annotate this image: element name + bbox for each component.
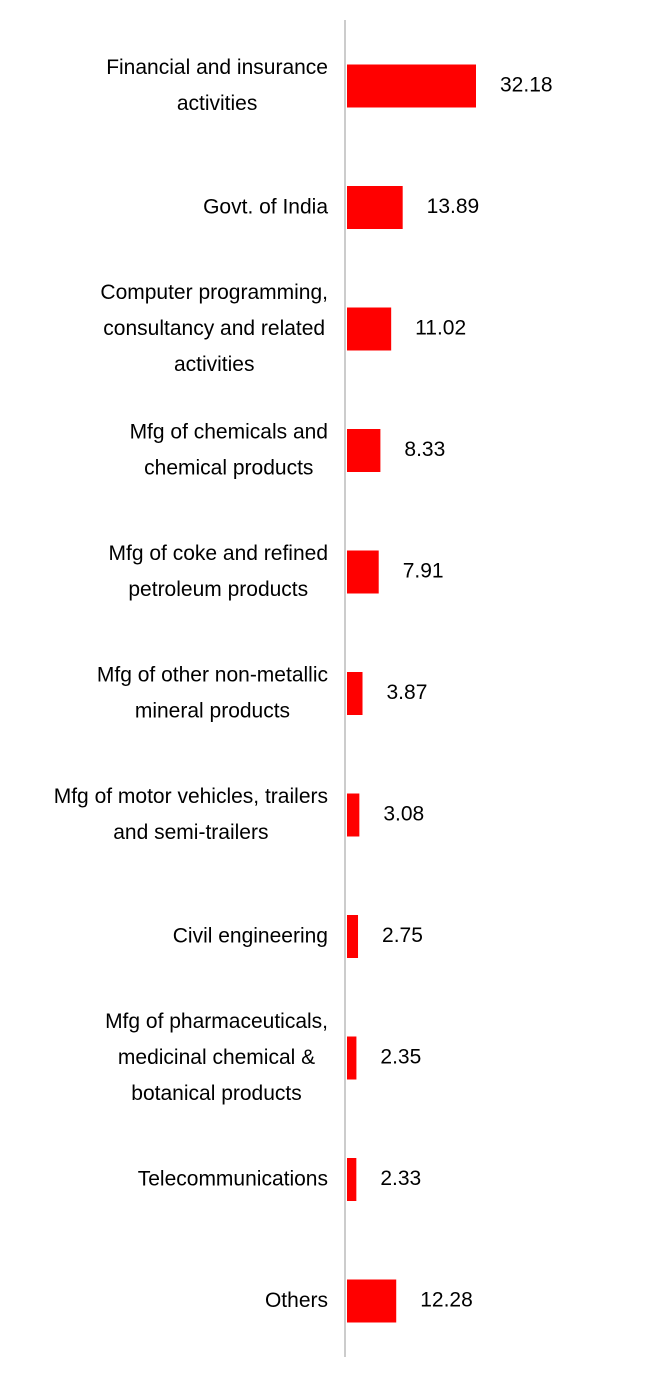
category-label: Mfg of pharmaceuticals, medicinal chemica… [105,1010,328,1105]
bar [347,64,476,108]
value-label: 3.08 [383,803,424,826]
category-label: Mfg of motor vehicles, trailers and semi-… [54,785,328,844]
value-label: 32.18 [500,74,553,97]
bar [347,186,403,229]
value-label: 2.75 [382,924,423,947]
bar [347,307,392,351]
value-label: 13.89 [427,195,480,218]
bar [347,550,379,594]
value-label: 2.35 [380,1046,421,1069]
bar [347,429,381,472]
bar [347,1158,357,1201]
category-label: Others [265,1289,328,1312]
category-label: Mfg of coke and refined petroleum product… [109,542,328,601]
bar [347,793,360,837]
bar [347,1036,357,1080]
category-label: Computer programming, consultancy and rel… [100,281,328,376]
value-label: 7.91 [403,560,444,583]
category-label: Mfg of chemicals and chemical products [130,420,328,479]
bar [347,1279,397,1323]
category-label: Civil engineering [173,924,328,947]
category-label: Telecommunications [138,1167,328,1190]
bar [347,915,359,958]
category-label: Govt. of India [203,195,328,218]
category-label: Financial and insurance activities [106,56,328,115]
value-label: 8.33 [404,438,445,461]
value-label: 2.33 [380,1167,421,1190]
category-label: Mfg of other non-metallic mineral product… [97,663,328,722]
value-label: 3.87 [387,681,428,704]
bar [347,672,363,715]
value-label: 11.02 [415,317,466,340]
value-label: 12.28 [420,1289,473,1312]
